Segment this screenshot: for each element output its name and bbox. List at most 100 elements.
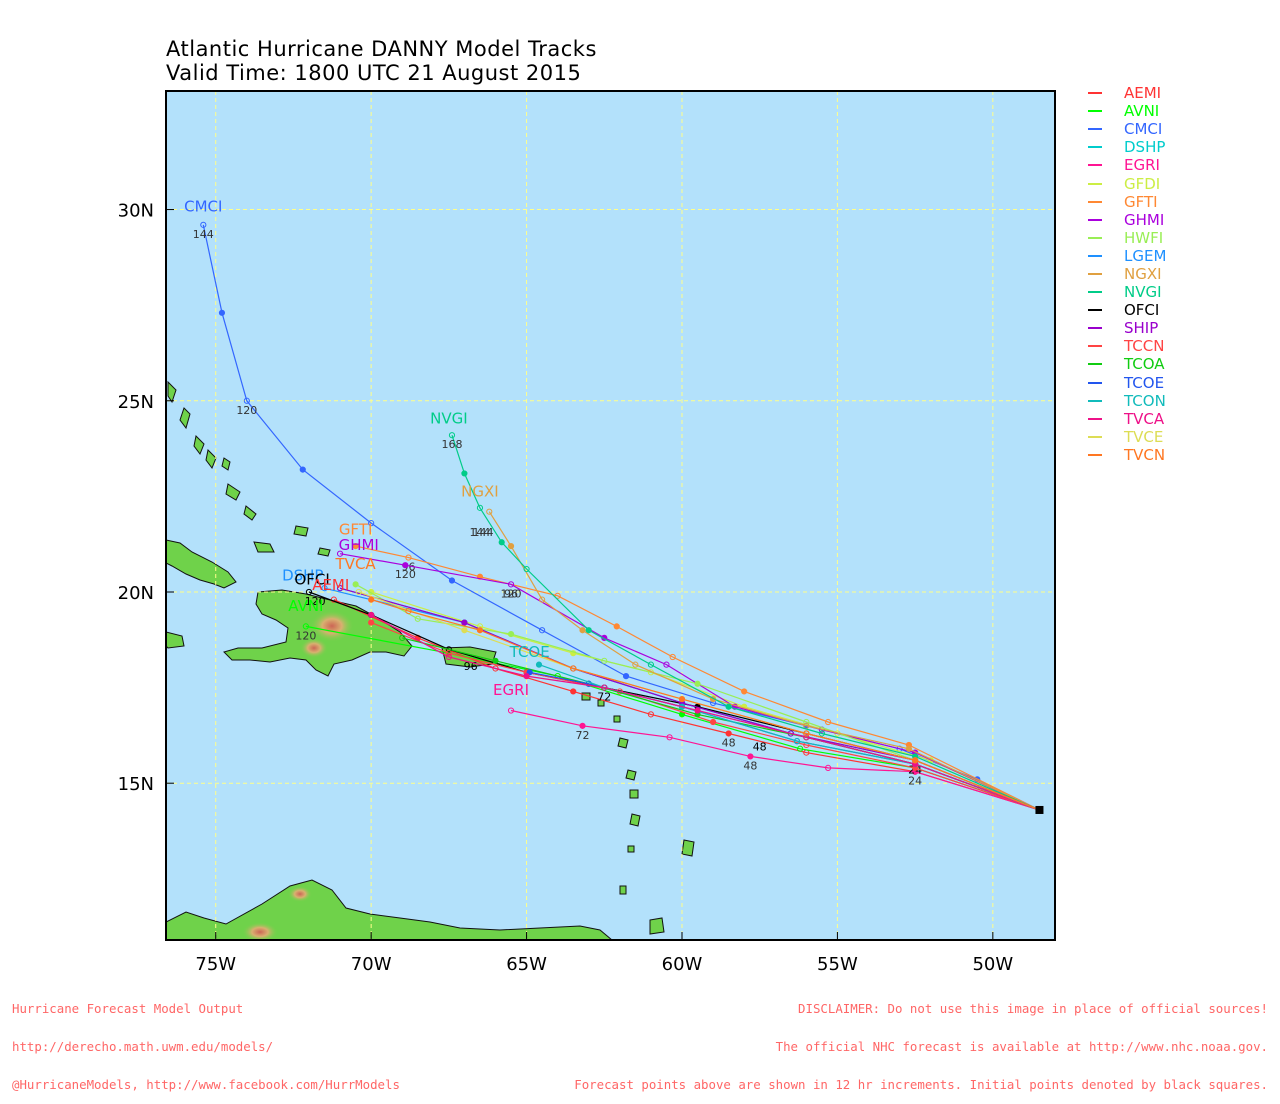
track-point-lgem	[321, 585, 328, 592]
track-point-tcoe	[526, 669, 533, 676]
track-point-gfti	[352, 542, 359, 550]
track-point-tccn	[445, 650, 452, 657]
legend-swatch	[1088, 128, 1102, 131]
track-point-tvcn	[405, 608, 412, 615]
legend-item-gfdi: GFDI	[1088, 174, 1166, 193]
track-point-tvcn	[476, 627, 484, 634]
track-point-egri	[747, 753, 754, 760]
lon-tick-label: 50W	[972, 954, 1013, 975]
legend-label: LGEM	[1124, 246, 1167, 265]
legend-swatch	[1088, 110, 1102, 113]
track-point-tvcn	[570, 665, 577, 672]
legend-swatch	[1088, 236, 1102, 239]
track-point-ghmi	[336, 550, 344, 557]
track-point-nvgi	[523, 565, 530, 573]
track-end-label: TCOE	[509, 643, 550, 661]
forecast-hour-label: 96	[504, 587, 518, 600]
track-point-nvgi	[448, 432, 456, 439]
legend-item-lgem: LGEM	[1088, 247, 1166, 265]
legend-label: HWFI	[1124, 228, 1164, 247]
track-point-ngxi	[579, 627, 586, 634]
track-point-tccn	[709, 718, 717, 726]
legend-item-hwfi: HWFI	[1088, 229, 1166, 247]
track-point-cmci	[200, 221, 207, 228]
forecast-hour-label: 24	[908, 775, 922, 788]
forecast-hour-label: 120	[295, 629, 316, 642]
legend-label: TVCA	[1124, 409, 1165, 428]
legend-item-tvca: TVCA	[1088, 410, 1166, 428]
track-point-aemi	[570, 688, 577, 695]
forecast-hour-label: 48	[722, 736, 736, 749]
track-point-egri	[824, 764, 832, 772]
legend-swatch	[1088, 218, 1102, 221]
grid-lines	[166, 91, 1055, 940]
track-point-ngxi	[486, 508, 493, 515]
track-point-tvce	[355, 588, 362, 596]
legend-label: TCOA	[1124, 355, 1165, 374]
legend-item-nvgi: NVGI	[1088, 283, 1166, 301]
track-point-egri	[666, 734, 673, 741]
footer-right-line-1: DISCLAIMER: Do not use this image in pla…	[798, 1001, 1268, 1017]
track-point-gfti	[554, 592, 561, 599]
south-america-land	[166, 879, 613, 940]
track-end-label: CMCI	[184, 197, 222, 215]
legend-label: NGXI	[1124, 264, 1162, 283]
track-point-gfti	[669, 653, 676, 661]
track-point-cmci	[539, 627, 546, 634]
forecast-hour-label: 120	[501, 587, 522, 600]
lat-tick-label: 15N	[118, 774, 154, 795]
track-point-tvcn	[803, 730, 810, 737]
legend-item-ghmi: GHMI	[1088, 211, 1166, 229]
track-end-label: AEMI	[312, 576, 349, 594]
track-end-label: OFCI	[294, 570, 329, 588]
forecast-hour-label: 144	[193, 228, 214, 241]
legend-label: AEMI	[1124, 84, 1162, 103]
legend-item-tcon: TCON	[1088, 392, 1166, 410]
track-point-tcoa	[492, 657, 499, 664]
lesser-antilles-islands	[581, 692, 695, 935]
track-point-aemi	[647, 711, 655, 718]
track-point-tcoa	[399, 634, 406, 641]
track-point-hwfi	[601, 657, 608, 664]
track-point-tvcn	[912, 757, 919, 764]
forecast-hour-label: 144	[469, 526, 490, 539]
legend-swatch	[1088, 417, 1102, 420]
legend-item-ofci: OFCI	[1088, 301, 1166, 319]
footer-left-line-3: @HurricaneModels, http://www.facebook.co…	[12, 1076, 400, 1092]
map-frame	[165, 90, 1056, 941]
lon-tick-label: 70W	[351, 954, 392, 975]
forecast-hour-label: 144	[473, 526, 494, 539]
lon-tick-label: 65W	[506, 954, 547, 975]
track-end-label: NVGI	[430, 410, 468, 428]
legend-label: SHIP	[1124, 319, 1159, 338]
legend-label: GFDI	[1124, 174, 1161, 193]
track-point-hwfi	[352, 581, 359, 588]
forecast-hour-label: 48	[743, 759, 757, 772]
track-point-gfti	[613, 623, 620, 630]
track-point-aemi	[492, 665, 499, 672]
hurricane-track-map: 2448120120144487296961201201441441682448…	[118, 90, 1056, 975]
track-point-cmci	[622, 673, 630, 680]
legend-swatch	[1088, 363, 1102, 366]
track-point-ngxi	[632, 661, 639, 668]
track-point-nvgi	[476, 504, 484, 511]
legend-swatch	[1088, 164, 1102, 167]
track-tvcn	[371, 599, 1040, 811]
legend-item-ngxi: NGXI	[1088, 265, 1166, 283]
footer-right-line-2: The official NHC forecast is available a…	[775, 1038, 1268, 1054]
track-point-ngxi	[905, 745, 913, 752]
footer-left-line-2: http://derecho.math.uwm.edu/models/	[12, 1038, 274, 1054]
legend-swatch	[1088, 254, 1102, 257]
legend-swatch	[1088, 92, 1102, 95]
track-tvca	[370, 614, 1040, 811]
legend-label: NVGI	[1124, 283, 1162, 302]
track-point-gfti	[405, 554, 412, 561]
model-legend: AEMI AVNI CMCI DSHP EGRI GFDI GFTI GHMI HWFI LGEM…	[1088, 84, 1166, 464]
legend-swatch	[1088, 182, 1102, 185]
legend-label: DSHP	[1124, 138, 1166, 157]
track-end-label: GHMI	[339, 536, 379, 554]
legend-item-ship: SHIP	[1088, 319, 1166, 337]
legend-label: EGRI	[1124, 156, 1160, 175]
lon-tick-label: 60W	[662, 954, 703, 975]
track-ghmi	[339, 553, 1040, 811]
